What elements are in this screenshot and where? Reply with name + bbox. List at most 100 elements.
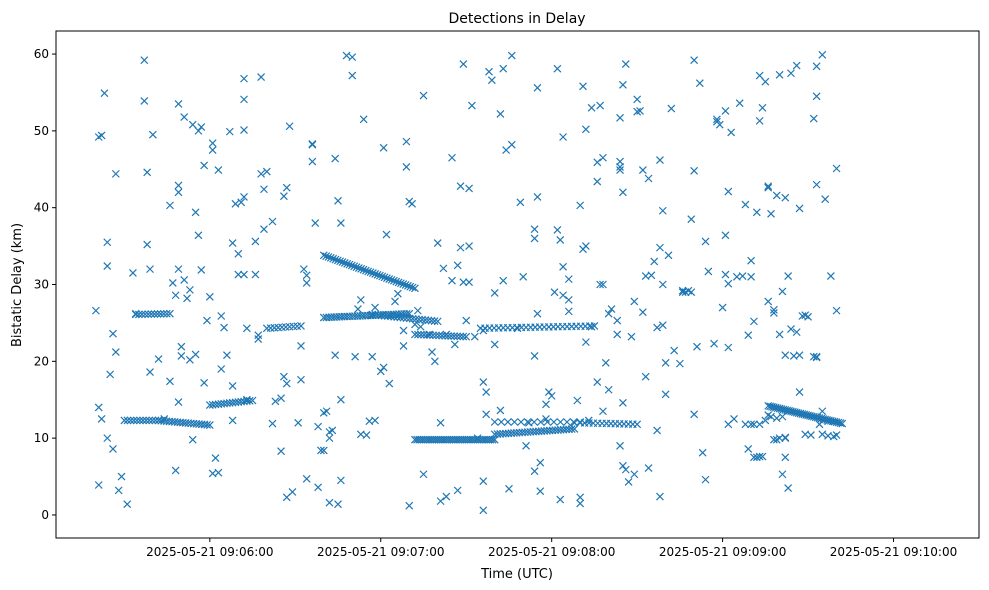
data-point: [150, 310, 159, 318]
data-point: [590, 322, 599, 330]
data-point: [430, 357, 439, 366]
data-point: [812, 180, 821, 189]
data-point: [282, 379, 291, 388]
data-point: [439, 264, 448, 273]
data-point: [211, 454, 220, 463]
data-point: [171, 466, 180, 475]
data-point: [633, 420, 642, 429]
data-point: [658, 280, 667, 289]
data-point: [354, 264, 363, 272]
data-point: [373, 270, 382, 279]
data-point: [530, 418, 539, 426]
data-point: [704, 267, 713, 276]
data-point: [556, 236, 565, 244]
data-point: [550, 288, 559, 297]
data-point: [542, 400, 550, 409]
data-point: [277, 394, 285, 403]
data-point: [627, 332, 636, 341]
data-point: [396, 313, 405, 322]
data-point: [117, 472, 126, 481]
data-point: [354, 305, 362, 314]
data-point: [103, 434, 112, 443]
data-point: [308, 157, 317, 166]
data-points: [91, 50, 847, 515]
data-point: [191, 208, 200, 217]
data-point: [675, 359, 684, 368]
data-point: [427, 316, 436, 325]
data-point: [507, 140, 516, 149]
data-point: [408, 283, 417, 292]
data-point: [467, 101, 476, 110]
data-point: [656, 156, 664, 164]
data-point: [144, 310, 153, 319]
data-point: [140, 96, 149, 105]
data-point: [419, 470, 428, 479]
data-point: [641, 372, 650, 381]
data-point: [747, 256, 756, 265]
data-point: [465, 278, 473, 287]
data-point: [656, 243, 664, 252]
data-point: [191, 350, 200, 359]
plot-frame: [55, 30, 980, 539]
data-point: [254, 335, 263, 343]
data-point: [547, 391, 556, 400]
data-point: [220, 323, 229, 332]
data-point: [106, 370, 115, 379]
data-point: [767, 209, 775, 218]
data-point: [769, 308, 778, 317]
data-point: [325, 434, 334, 443]
data-point: [630, 470, 639, 479]
data-point: [352, 263, 361, 272]
data-point: [530, 225, 539, 234]
data-point: [658, 206, 667, 215]
data-point: [217, 365, 226, 373]
data-point: [347, 261, 356, 270]
data-point: [724, 343, 733, 352]
data-point: [333, 256, 342, 265]
data-point: [324, 253, 333, 261]
data-point: [345, 260, 354, 269]
data-point: [496, 406, 505, 415]
y-tick-label: 60: [34, 47, 49, 61]
data-point: [543, 418, 552, 426]
data-point: [715, 120, 724, 129]
data-point: [755, 71, 764, 80]
data-point: [678, 288, 687, 297]
data-point: [564, 275, 573, 284]
data-point: [650, 257, 659, 266]
data-point: [402, 314, 411, 323]
data-point: [563, 418, 571, 426]
data-point: [268, 217, 277, 226]
data-point: [530, 467, 539, 476]
data-point: [596, 101, 605, 110]
x-axis-label: Time (UTC): [480, 567, 553, 582]
data-point: [567, 425, 576, 434]
data-point: [376, 367, 385, 376]
data-point: [364, 267, 373, 276]
data-point: [573, 396, 582, 405]
data-point: [426, 331, 434, 340]
data-point: [326, 253, 335, 262]
data-point: [444, 331, 453, 340]
data-point: [342, 51, 351, 60]
data-point: [140, 56, 149, 65]
data-point: [741, 200, 750, 209]
data-point: [322, 407, 331, 416]
data-point: [399, 280, 408, 289]
data-point: [579, 82, 587, 91]
data-point: [638, 308, 647, 317]
data-point: [721, 231, 730, 240]
data-point: [479, 506, 488, 515]
data-point: [392, 277, 401, 286]
data-point: [97, 415, 106, 423]
y-tick-label: 40: [34, 201, 49, 215]
data-point: [174, 100, 183, 108]
data-point: [366, 268, 375, 277]
data-point: [616, 441, 624, 450]
data-point: [146, 265, 154, 274]
data-point: [838, 419, 847, 428]
data-point: [710, 339, 718, 348]
data-point: [123, 416, 132, 425]
data-point: [769, 435, 778, 444]
data-point: [166, 309, 174, 318]
